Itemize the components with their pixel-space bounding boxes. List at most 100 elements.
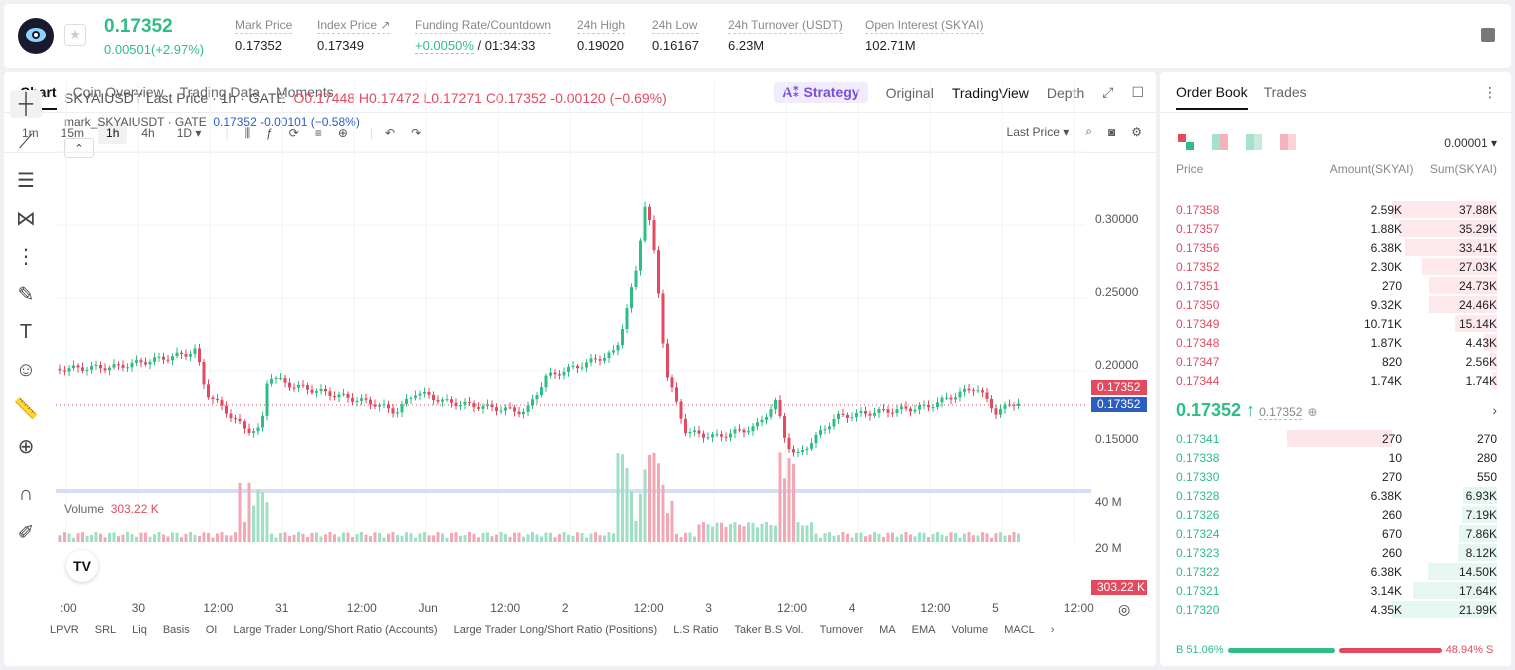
bids-row[interactable]: 0.17341 270 270 — [1176, 429, 1497, 448]
settings-icon[interactable]: ◎ — [1118, 601, 1131, 617]
volume-bar — [247, 482, 251, 542]
indicator-item[interactable]: Basis — [162, 624, 190, 636]
asks-row[interactable]: 0.17351 270 24.73K — [1176, 276, 1497, 295]
favorite-star-icon[interactable]: ★ — [64, 24, 86, 46]
bids-row[interactable]: 0.17324 670 7.86K — [1176, 524, 1497, 543]
view-tabs: A⁑ Strategy Original TradingView Depth ⤢… — [774, 82, 1144, 103]
asks-row[interactable]: 0.17349 10.71K 15.14K — [1176, 314, 1497, 333]
indicators-icon[interactable]: ƒ — [266, 126, 273, 140]
interval-4h[interactable]: 4h — [141, 126, 155, 140]
amount: 10 — [1388, 450, 1402, 465]
expand-icon[interactable]: ⤢ — [1102, 84, 1114, 100]
indicator-item[interactable]: SRL — [94, 624, 117, 636]
candle — [378, 404, 381, 407]
indicator-item[interactable]: Turnover — [819, 624, 864, 636]
candle — [882, 409, 885, 411]
tab-depth[interactable]: Depth — [1046, 84, 1085, 101]
tab-trading-data[interactable]: Trading Data — [179, 84, 261, 100]
replay-icon[interactable]: ⟳ — [288, 126, 299, 140]
tab-order-book[interactable]: Order Book — [1176, 84, 1248, 110]
asks-row[interactable]: 0.17358 2.59K 37.88K — [1176, 200, 1497, 219]
asks-row[interactable]: 0.17356 6.38K 33.41K — [1176, 238, 1497, 257]
redo-icon[interactable]: ↷ — [411, 126, 422, 140]
volume-bar — [193, 534, 197, 542]
asks-view-icon[interactable] — [1280, 134, 1296, 150]
stat-index-price[interactable]: Index Price ↗ 0.17349 — [317, 18, 391, 53]
precision-select[interactable]: 0.00001 ▾ — [1444, 136, 1497, 150]
brush-icon[interactable]: ✎ — [17, 283, 35, 306]
bids-row[interactable]: 0.17326 260 7.19K — [1176, 505, 1497, 524]
add-alert-icon[interactable]: ⊕ — [337, 126, 348, 140]
pattern-icon[interactable]: ⋈ — [16, 207, 36, 230]
template-icon[interactable]: ≡ — [314, 126, 322, 140]
magnet-icon[interactable]: ∩ — [18, 482, 34, 505]
asks-row[interactable]: 0.17347 820 2.56K — [1176, 352, 1497, 371]
asks-row[interactable]: 0.17348 1.87K 4.43K — [1176, 333, 1497, 352]
interval-1h[interactable]: 1h — [98, 122, 128, 144]
tab-moments[interactable]: Moments — [276, 84, 334, 100]
candlestick-chart[interactable] — [56, 82, 1091, 552]
asks-row[interactable]: 0.17344 1.74K 1.74K — [1176, 371, 1497, 390]
asks-row[interactable]: 0.17357 1.88K 35.29K — [1176, 219, 1497, 238]
camera-icon[interactable]: ◙ — [1107, 124, 1116, 139]
text-icon[interactable]: T — [19, 320, 33, 343]
trendline-icon[interactable]: ⟋ — [19, 130, 33, 153]
collapse-legend-button[interactable]: ⌃ — [64, 138, 94, 158]
bids-row[interactable]: 0.17320 4.35K 21.99K — [1176, 600, 1497, 619]
ruler-icon[interactable]: 📏 — [13, 397, 39, 420]
more-icon[interactable]: ⋮ — [1483, 84, 1497, 100]
volume-bar — [760, 523, 764, 542]
interval-1d[interactable]: 1D ▾ — [176, 126, 202, 140]
volume-bar — [306, 537, 309, 542]
volume-bar — [409, 533, 413, 542]
window-icon[interactable]: ☐ — [1131, 84, 1144, 100]
bids-row[interactable]: 0.17330 270 550 — [1176, 467, 1497, 486]
asks-row[interactable]: 0.17350 9.32K 24.46K — [1176, 295, 1497, 314]
bids-row[interactable]: 0.17322 6.38K 14.50K — [1176, 562, 1497, 581]
asks-row[interactable]: 0.17352 2.30K 27.03K — [1176, 257, 1497, 276]
indicator-item[interactable]: Volume — [951, 624, 989, 636]
tab-original[interactable]: Original — [885, 84, 934, 101]
undo-icon[interactable]: ↶ — [385, 126, 396, 140]
pane-divider[interactable] — [56, 489, 1091, 493]
bids-view-icon[interactable] — [1246, 134, 1262, 150]
indicator-item[interactable]: Large Trader Long/Short Ratio (Accounts) — [233, 624, 438, 636]
indicator-item[interactable]: OI — [205, 624, 218, 636]
book-icon[interactable] — [1481, 28, 1495, 42]
candle-type-icon[interactable]: ⫼ — [244, 125, 251, 140]
volume-bar — [94, 532, 98, 542]
tab-trades[interactable]: Trades — [1263, 84, 1307, 100]
chevron-right-icon[interactable]: › — [1050, 624, 1055, 636]
tab-coin-overview[interactable]: Coin Overview — [72, 84, 164, 100]
tab-tradingview[interactable]: TradingView — [951, 84, 1029, 101]
emoji-icon[interactable]: ☺ — [15, 358, 37, 381]
fib-icon[interactable]: ⋮ — [16, 245, 36, 268]
search-icon[interactable]: ⌕ — [1085, 124, 1092, 138]
horizontal-lines-icon[interactable]: ☰ — [17, 169, 35, 192]
bids-row[interactable]: 0.17338 10 280 — [1176, 448, 1497, 467]
price: 0.17338 — [1176, 450, 1220, 465]
pencil-lock-icon[interactable]: ✐ — [17, 521, 35, 544]
view-b-icon[interactable] — [1212, 134, 1228, 150]
bids-row[interactable]: 0.17323 260 8.12K — [1176, 543, 1497, 562]
indicator-item[interactable]: LPVR — [50, 624, 79, 636]
crosshair-icon[interactable]: ┼ — [10, 90, 42, 118]
indicator-item[interactable]: MACL — [1004, 624, 1035, 636]
bids-row[interactable]: 0.17321 3.14K 17.64K — [1176, 581, 1497, 600]
both-view-icon[interactable] — [1178, 134, 1194, 150]
strategy-button[interactable]: A⁑ Strategy — [774, 82, 868, 103]
indicator-item[interactable]: Taker B.S Vol. — [734, 624, 804, 636]
interval-1m[interactable]: 1m — [22, 126, 39, 140]
candle — [63, 370, 66, 372]
indicator-item[interactable]: Large Trader Long/Short Ratio (Positions… — [453, 624, 658, 636]
indicator-item[interactable]: Liq — [132, 624, 147, 636]
bids-row[interactable]: 0.17328 6.38K 6.93K — [1176, 486, 1497, 505]
indicator-item[interactable]: L.S Ratio — [673, 624, 719, 636]
price-type-select[interactable]: Last Price ▾ — [1006, 124, 1070, 139]
indicator-item[interactable]: MA — [879, 624, 896, 636]
indicator-item[interactable]: EMA — [911, 624, 936, 636]
zoom-in-icon[interactable]: ⊕ — [17, 435, 35, 458]
interval-15m[interactable]: 15m — [60, 126, 85, 140]
gear-icon[interactable]: ⚙ — [1131, 124, 1142, 139]
chevron-right-icon[interactable]: › — [1492, 402, 1497, 418]
